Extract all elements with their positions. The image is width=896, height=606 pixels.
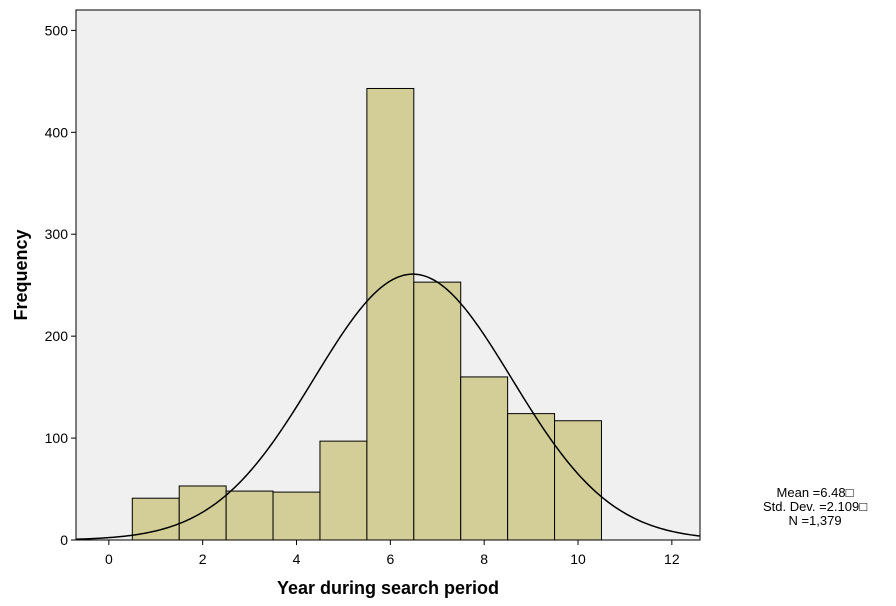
histogram-bar-7 bbox=[413, 281, 462, 541]
y-tick-label-400: 400 bbox=[45, 124, 69, 140]
x-tick-label-8: 8 bbox=[480, 551, 488, 567]
y-ticks: 0 100 200 300 400 500 bbox=[45, 22, 76, 548]
histogram-bar-8 bbox=[460, 376, 509, 541]
stats-std-dev: Std. Dev. =2.109□ bbox=[762, 499, 868, 514]
histogram-bar-10 bbox=[554, 420, 602, 541]
histogram-bar-3 bbox=[225, 490, 274, 541]
stats-box: Mean =6.48□ Std. Dev. =2.109□ N =1,379 bbox=[740, 486, 890, 528]
histogram-bar-6 bbox=[366, 87, 415, 541]
x-tick-label-2: 2 bbox=[199, 551, 207, 567]
x-tick-label-12: 12 bbox=[664, 551, 680, 567]
y-tick-label-300: 300 bbox=[45, 226, 69, 242]
x-tick-label-10: 10 bbox=[570, 551, 586, 567]
y-tick-label-200: 200 bbox=[45, 328, 69, 344]
stats-mean: Mean =6.48□ bbox=[776, 485, 854, 500]
y-axis-title: Frequency bbox=[11, 229, 31, 320]
stats-n: N =1,379 bbox=[788, 513, 842, 528]
x-tick-label-6: 6 bbox=[386, 551, 394, 567]
bars-group bbox=[131, 87, 602, 541]
histogram-bar-1 bbox=[131, 497, 180, 541]
x-tick-label-0: 0 bbox=[105, 551, 113, 567]
x-axis-title: Year during search period bbox=[277, 578, 499, 598]
normal-curve bbox=[75, 273, 701, 540]
histogram-bar-4 bbox=[272, 491, 321, 541]
histogram-bar-9 bbox=[507, 413, 556, 541]
y-tick-label-500: 500 bbox=[45, 22, 69, 38]
x-tick-label-4: 4 bbox=[293, 551, 301, 567]
y-tick-label-100: 100 bbox=[45, 430, 69, 446]
x-ticks: 0 2 4 6 8 10 12 bbox=[105, 540, 680, 567]
y-tick-label-0: 0 bbox=[60, 532, 68, 548]
histogram-bar-5 bbox=[319, 440, 368, 541]
